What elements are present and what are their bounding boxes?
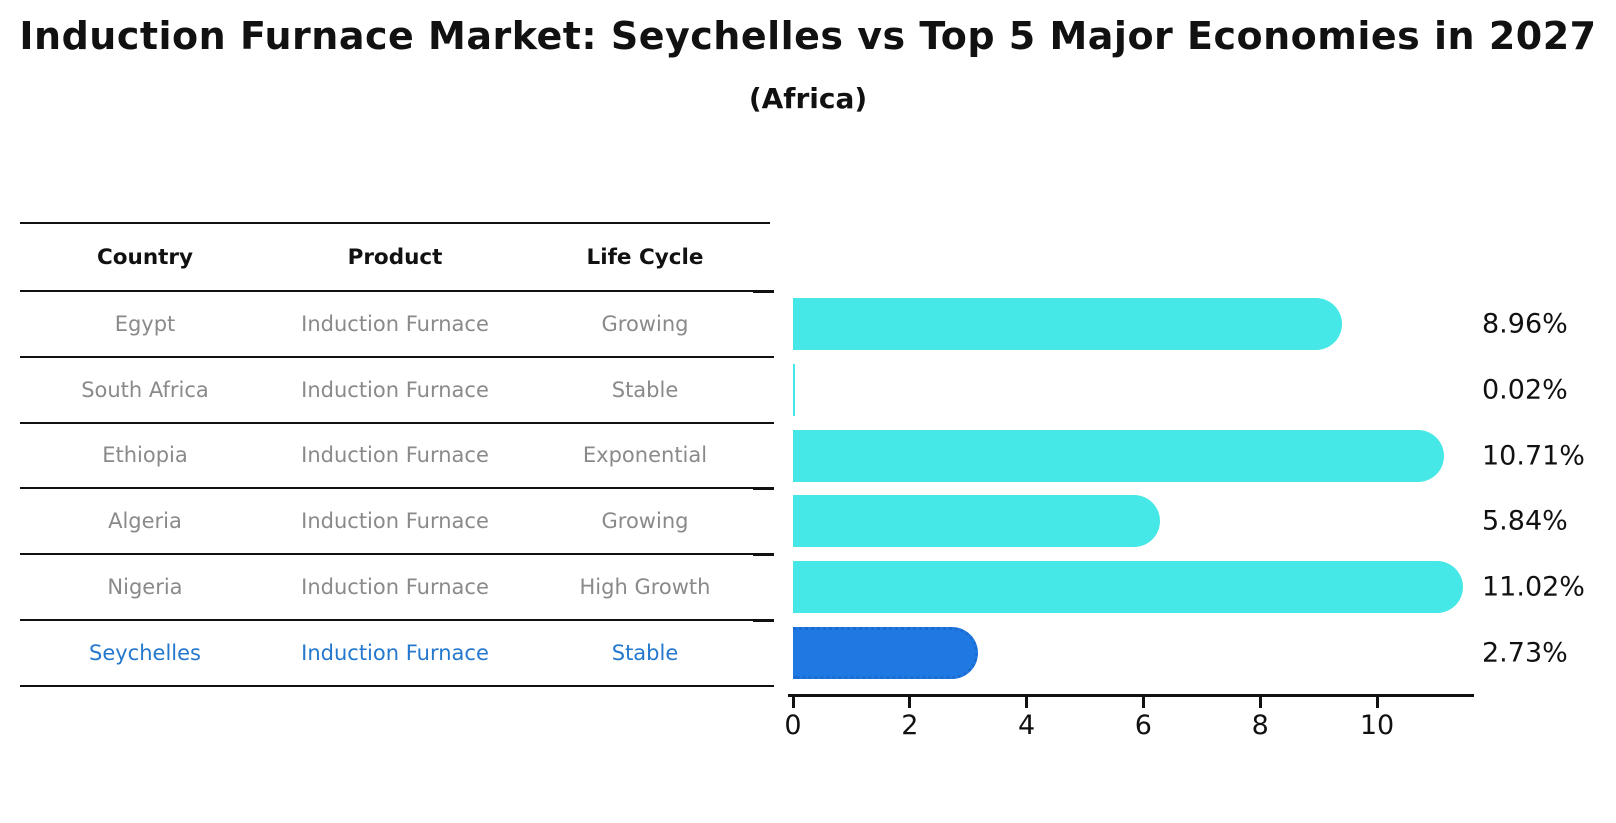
y-axis-tick (753, 553, 774, 556)
cell-country: Nigeria (107, 575, 183, 600)
cell-country: Seychelles (89, 640, 201, 665)
page-subtitle: (Africa) (748, 82, 868, 115)
bar-egypt (793, 298, 1343, 350)
x-axis-tick (1375, 695, 1379, 708)
table-row: Ethiopia Induction Furnace Exponential (20, 421, 770, 488)
bar-south-africa (793, 363, 795, 416)
table-row: Nigeria Induction Furnace High Growth (20, 553, 770, 619)
cell-country: South Africa (81, 377, 209, 402)
y-axis-tick (753, 619, 774, 622)
cell-life-cycle: Exponential (582, 443, 708, 468)
table-bottom-rule (20, 684, 770, 687)
cell-product: Induction Furnace (301, 509, 489, 534)
x-axis-tick-label: 0 (784, 710, 802, 741)
x-axis-tick (1258, 695, 1262, 708)
x-axis-tick (791, 695, 795, 708)
x-axis-tick (1141, 695, 1145, 708)
bar-value-label: 2.73% (1482, 637, 1568, 669)
country-table: Country Product Life Cycle Egypt Inducti… (20, 222, 770, 687)
x-axis-tick-label: 8 (1251, 710, 1269, 741)
bar-value-label: 5.84% (1482, 505, 1568, 537)
bar-value-label: 11.02% (1482, 571, 1585, 603)
bar-value-label: 10.71% (1482, 440, 1585, 472)
cell-country: Egypt (114, 311, 176, 336)
cell-life-cycle: Growing (601, 509, 689, 534)
y-axis-tick (753, 421, 774, 425)
x-axis-tick (908, 695, 912, 708)
table-row: South Africa Induction Furnace Stable (20, 355, 770, 422)
y-axis-tick (753, 355, 774, 359)
x-axis-tick-label: 10 (1359, 710, 1395, 741)
bar-seychelles (793, 627, 979, 679)
table-header-row: Country Product Life Cycle (20, 222, 770, 290)
column-header-product: Product (347, 244, 443, 270)
y-axis-tick (753, 684, 774, 688)
cell-life-cycle: Stable (611, 640, 679, 665)
x-axis-tick (1025, 695, 1029, 708)
cell-product: Induction Furnace (301, 575, 489, 600)
table-row: Egypt Induction Furnace Growing (20, 290, 770, 356)
cell-country: Algeria (108, 509, 182, 534)
x-axis-tick-label: 4 (1018, 710, 1036, 741)
cell-product: Induction Furnace (301, 377, 489, 402)
cell-country: Ethiopia (102, 443, 188, 468)
page-title: Induction Furnace Market: Seychelles vs … (19, 14, 1597, 58)
table-row-seychelles: Seychelles Induction Furnace Stable (20, 618, 770, 685)
cell-product: Induction Furnace (301, 443, 489, 468)
x-axis-tick-label: 6 (1134, 710, 1152, 741)
column-header-country: Country (96, 244, 194, 270)
column-header-life-cycle: Life Cycle (586, 244, 704, 270)
bar-algeria (793, 495, 1161, 548)
y-axis-tick (753, 290, 774, 293)
bar-ethiopia (793, 429, 1445, 482)
bar-value-label: 8.96% (1482, 308, 1568, 340)
x-axis-line (788, 694, 1474, 697)
cell-product: Induction Furnace (301, 311, 489, 336)
bar-nigeria (793, 561, 1463, 614)
cell-life-cycle: Stable (611, 377, 679, 402)
y-axis-tick (753, 487, 774, 490)
x-axis-tick-label: 2 (901, 710, 919, 741)
cell-product: Induction Furnace (301, 640, 489, 665)
table-row: Algeria Induction Furnace Growing (20, 487, 770, 553)
bar-value-label: 0.02% (1482, 374, 1568, 406)
cell-life-cycle: High Growth (579, 575, 711, 600)
cell-life-cycle: Growing (601, 311, 689, 336)
